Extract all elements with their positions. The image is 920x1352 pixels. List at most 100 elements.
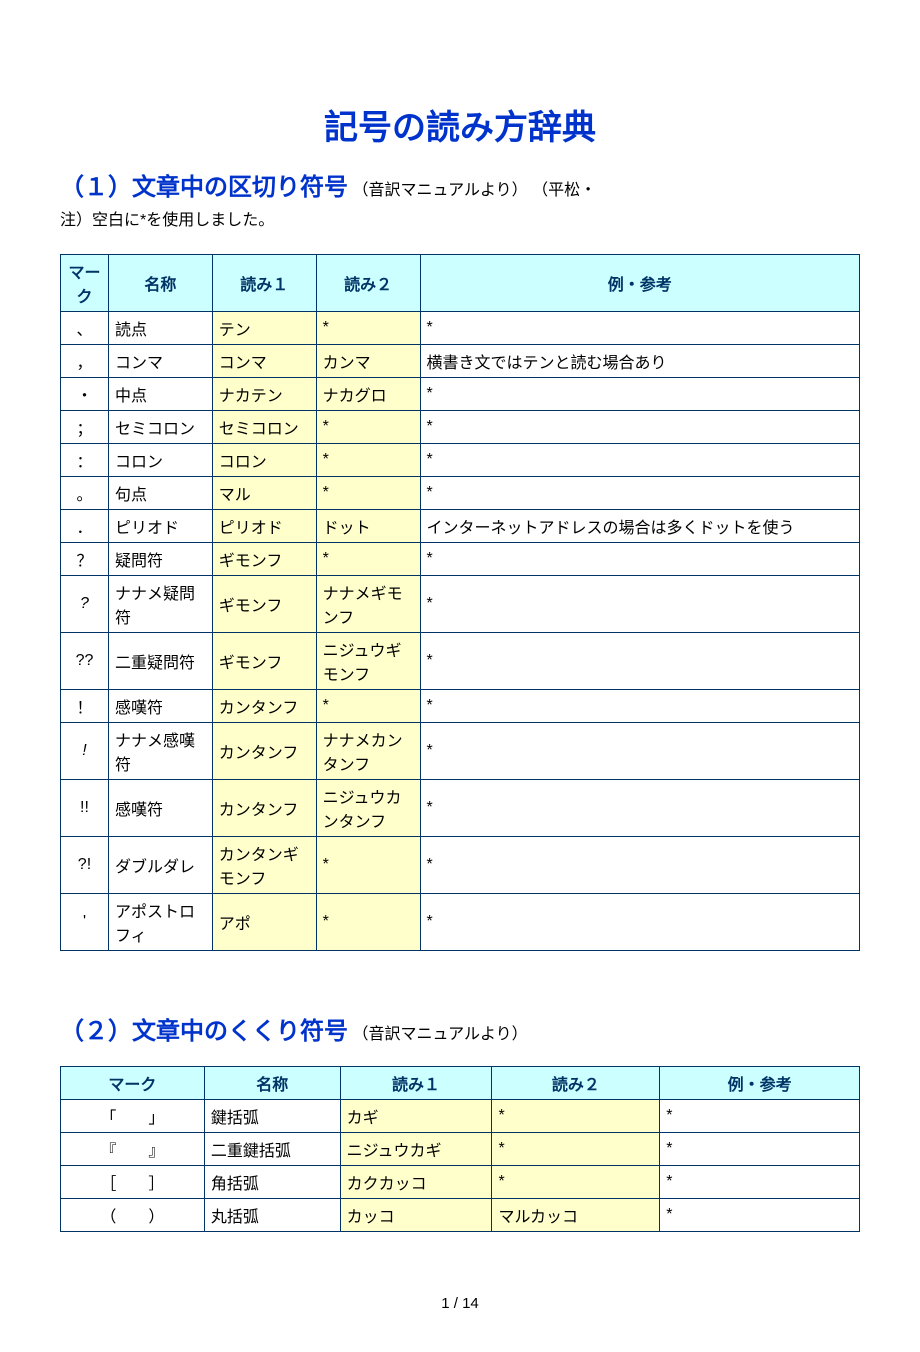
cell-reading2: * (316, 543, 420, 576)
cell-mark: 『 』 (61, 1133, 205, 1166)
cell-name: コンマ (108, 345, 212, 378)
table-row: ?ナナメ疑問符ギモンフナナメギモンフ* (61, 576, 860, 633)
cell-example: * (420, 837, 859, 894)
cell-reading1: カンタンフ (212, 690, 316, 723)
section1-header: （１）文章中の区切り符号 （音訳マニュアルより） （平松・ (60, 167, 860, 202)
cell-name: コロン (108, 444, 212, 477)
header-reading2: 読み２ (492, 1067, 660, 1100)
cell-reading1: カッコ (340, 1199, 492, 1232)
cell-reading1: セミコロン (212, 411, 316, 444)
cell-mark: ！ (61, 690, 109, 723)
cell-example: * (420, 633, 859, 690)
header-example: 例・参考 (420, 255, 859, 312)
table-row: ？疑問符ギモンフ** (61, 543, 860, 576)
cell-mark: 「 」 (61, 1100, 205, 1133)
section2-heading: （２）文章中のくくり符号 (60, 1018, 348, 1045)
cell-name: ナナメ感嘆符 (108, 723, 212, 780)
cell-reading1: テン (212, 312, 316, 345)
table-row: ・中点ナカテンナカグロ* (61, 378, 860, 411)
cell-name: アポストロフィ (108, 894, 212, 951)
cell-reading2: * (316, 690, 420, 723)
cell-reading1: カンタンギモンフ (212, 837, 316, 894)
table-row: ；セミコロンセミコロン** (61, 411, 860, 444)
cell-mark: !! (61, 780, 109, 837)
cell-example: * (420, 576, 859, 633)
section1-note-prefix: （平松・ (532, 182, 596, 199)
cell-name: 疑問符 (108, 543, 212, 576)
table-row: ?!ダブルダレカンタンギモンフ** (61, 837, 860, 894)
cell-name: 中点 (108, 378, 212, 411)
cell-reading2: カンマ (316, 345, 420, 378)
cell-mark: 。 (61, 477, 109, 510)
cell-reading2: ナカグロ (316, 378, 420, 411)
cell-reading1: カギ (340, 1100, 492, 1133)
cell-example: 横書き文ではテンと読む場合あり (420, 345, 859, 378)
cell-reading2: ドット (316, 510, 420, 543)
cell-reading2: * (316, 444, 420, 477)
section2-header: （２）文章中のくくり符号 （音訳マニュアルより） (60, 1011, 860, 1046)
cell-mark: ： (61, 444, 109, 477)
cell-reading2: ニジュウギモンフ (316, 633, 420, 690)
cell-example: * (420, 690, 859, 723)
cell-reading2: * (492, 1133, 660, 1166)
cell-mark: ・ (61, 378, 109, 411)
cell-example: * (660, 1100, 860, 1133)
cell-example: * (420, 543, 859, 576)
cell-mark: （ ） (61, 1199, 205, 1232)
cell-name: ピリオド (108, 510, 212, 543)
cell-example: * (420, 477, 859, 510)
cell-example: * (420, 780, 859, 837)
cell-example: * (420, 894, 859, 951)
table-row: （ ）丸括弧カッコマルカッコ* (61, 1199, 860, 1232)
table-row: ，コンマコンマカンマ横書き文ではテンと読む場合あり (61, 345, 860, 378)
table-row: ！感嘆符カンタンフ** (61, 690, 860, 723)
cell-reading2: * (316, 312, 420, 345)
header-reading1: 読み１ (340, 1067, 492, 1100)
header-mark: マーク (61, 255, 109, 312)
cell-reading2: ニジュウカンタンフ (316, 780, 420, 837)
header-mark: マーク (61, 1067, 205, 1100)
cell-name: 二重疑問符 (108, 633, 212, 690)
cell-reading1: アポ (212, 894, 316, 951)
table-row: ??二重疑問符ギモンフニジュウギモンフ* (61, 633, 860, 690)
header-name: 名称 (204, 1067, 340, 1100)
cell-reading1: コンマ (212, 345, 316, 378)
section2-sub: （音訳マニュアルより） (352, 1026, 527, 1043)
table-row: 'アポストロフィアポ** (61, 894, 860, 951)
table-header-row: マーク 名称 読み１ 読み２ 例・参考 (61, 255, 860, 312)
header-reading2: 読み２ (316, 255, 420, 312)
cell-mark: ． (61, 510, 109, 543)
cell-reading1: ギモンフ (212, 543, 316, 576)
cell-reading2: ナナメカンタンフ (316, 723, 420, 780)
section1-heading: （１）文章中の区切り符号 (60, 174, 348, 201)
cell-name: 丸括弧 (204, 1199, 340, 1232)
cell-example: * (420, 723, 859, 780)
cell-reading2: * (492, 1100, 660, 1133)
cell-name: 鍵括弧 (204, 1100, 340, 1133)
cell-mark: ， (61, 345, 109, 378)
table-row: ［ ］角括弧カクカッコ** (61, 1166, 860, 1199)
cell-mark: ？ (61, 543, 109, 576)
cell-reading1: カクカッコ (340, 1166, 492, 1199)
cell-reading1: ピリオド (212, 510, 316, 543)
cell-reading1: ギモンフ (212, 633, 316, 690)
cell-mark: 、 (61, 312, 109, 345)
cell-mark: ［ ］ (61, 1166, 205, 1199)
cell-name: ダブルダレ (108, 837, 212, 894)
cell-name: セミコロン (108, 411, 212, 444)
cell-name: 感嘆符 (108, 690, 212, 723)
table-row: 、読点テン** (61, 312, 860, 345)
cell-name: ナナメ疑問符 (108, 576, 212, 633)
table-row: !ナナメ感嘆符カンタンフナナメカンタンフ* (61, 723, 860, 780)
cell-reading2: * (316, 411, 420, 444)
cell-example: * (660, 1133, 860, 1166)
cell-mark: ! (61, 723, 109, 780)
cell-name: 読点 (108, 312, 212, 345)
page-number: 1 / 14 (0, 1295, 920, 1312)
table-row: ：コロンコロン** (61, 444, 860, 477)
cell-example: インターネットアドレスの場合は多くドットを使う (420, 510, 859, 543)
cell-example: * (420, 312, 859, 345)
table-row: 『 』二重鍵括弧ニジュウカギ** (61, 1133, 860, 1166)
cell-reading2: ナナメギモンフ (316, 576, 420, 633)
table-section2: マーク 名称 読み１ 読み２ 例・参考 「 」鍵括弧カギ**『 』二重鍵括弧ニジ… (60, 1066, 860, 1232)
